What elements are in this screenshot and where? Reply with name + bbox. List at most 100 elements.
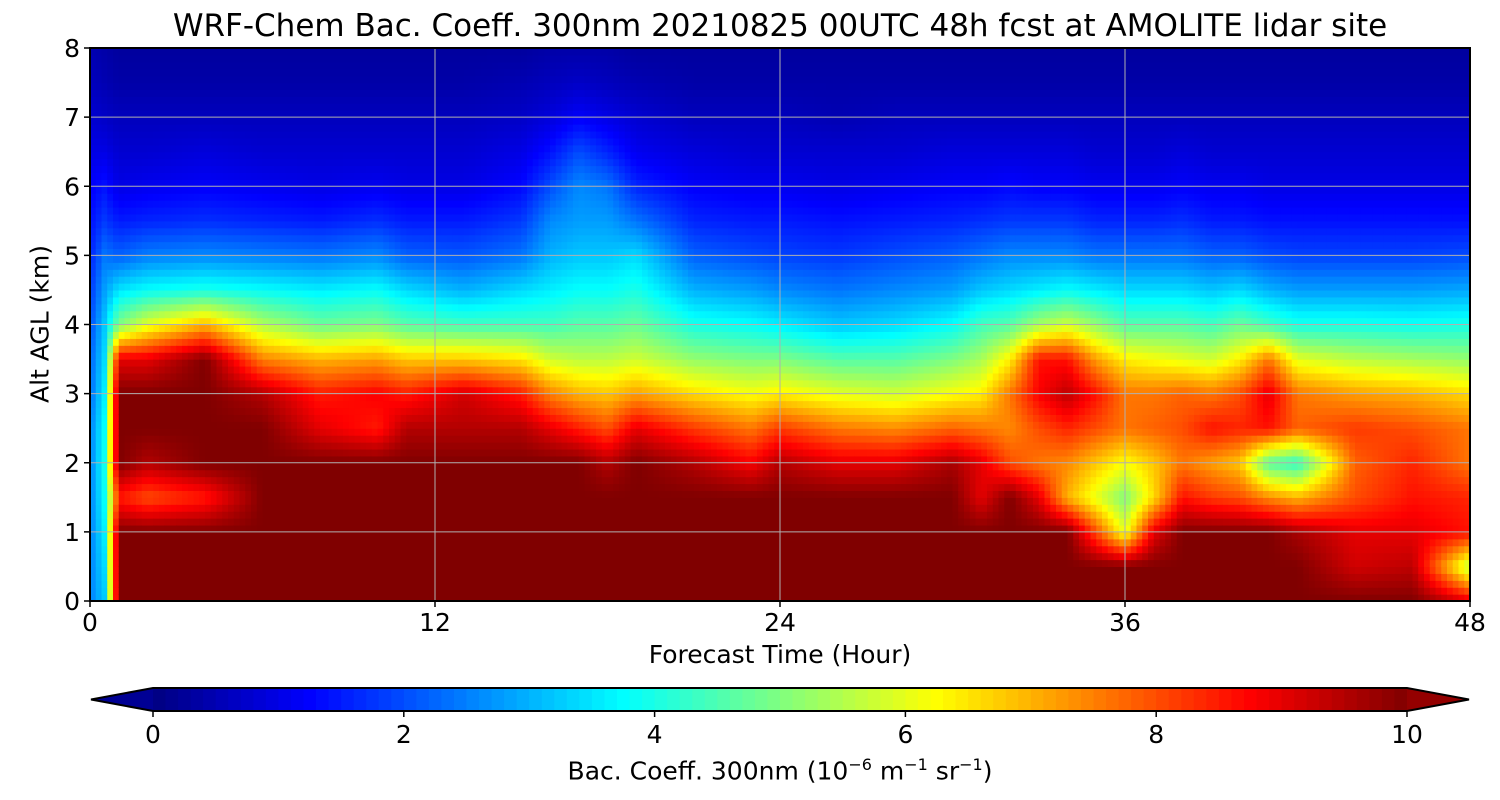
- heatmap-cell: [159, 338, 166, 346]
- heatmap-cell: [239, 103, 246, 111]
- heatmap-cell: [383, 483, 390, 491]
- heatmap-cell: [320, 103, 327, 111]
- heatmap-cell: [228, 587, 235, 595]
- heatmap-cell: [308, 158, 315, 167]
- heatmap-cell: [101, 255, 108, 263]
- heatmap-cell: [377, 580, 384, 588]
- heatmap-cell: [366, 117, 373, 125]
- heatmap-cell: [113, 61, 120, 70]
- heatmap-cell: [285, 317, 292, 326]
- heatmap-cell: [337, 75, 344, 84]
- heatmap-cell: [325, 117, 333, 125]
- heatmap-cell: [291, 435, 298, 443]
- heatmap-cell: [285, 352, 292, 360]
- heatmap-cell: [343, 75, 350, 84]
- heatmap-cell: [239, 518, 246, 526]
- heatmap-cell: [262, 442, 269, 450]
- heatmap-cell: [164, 414, 172, 422]
- heatmap-cell: [320, 414, 327, 422]
- heatmap-cell: [302, 331, 310, 339]
- heatmap-cell: [360, 359, 367, 367]
- heatmap-cell: [383, 435, 390, 443]
- heatmap-cell: [239, 414, 246, 422]
- heatmap-cell: [228, 165, 235, 174]
- heatmap-cell: [383, 448, 390, 457]
- heatmap-cell: [446, 338, 453, 346]
- heatmap-cell: [325, 573, 333, 581]
- heatmap-cell: [331, 386, 338, 395]
- heatmap-cell: [228, 289, 235, 298]
- heatmap-cell: [130, 428, 137, 436]
- heatmap-cell: [216, 580, 223, 588]
- heatmap-cell: [193, 365, 200, 374]
- heatmap-cell: [348, 476, 356, 485]
- heatmap-cell: [256, 248, 264, 256]
- heatmap-cell: [383, 428, 390, 436]
- heatmap-cell: [325, 407, 333, 415]
- heatmap-cell: [147, 393, 154, 402]
- heatmap-cell: [170, 179, 177, 187]
- heatmap-cell: [377, 89, 384, 97]
- heatmap-cell: [130, 193, 137, 201]
- heatmap-cell: [268, 276, 275, 284]
- heatmap-cell: [412, 179, 419, 187]
- heatmap-cell: [95, 566, 103, 574]
- heatmap-cell: [245, 151, 252, 160]
- heatmap-cell: [389, 241, 396, 250]
- heatmap-cell: [268, 193, 275, 201]
- heatmap-cell: [400, 151, 407, 160]
- heatmap-cell: [90, 158, 97, 167]
- heatmap-cell: [245, 476, 252, 485]
- heatmap-cell: [245, 276, 252, 284]
- heatmap-cell: [222, 317, 229, 326]
- heatmap-cell: [182, 490, 189, 498]
- heatmap-cell: [164, 393, 172, 402]
- heatmap-cell: [389, 276, 396, 284]
- heatmap-cell: [113, 82, 120, 91]
- heatmap-cell: [176, 124, 183, 132]
- heatmap-cell: [222, 352, 229, 360]
- heatmap-cell: [354, 303, 361, 312]
- heatmap-cell: [95, 407, 103, 415]
- heatmap-cell: [95, 54, 103, 63]
- heatmap-cell: [412, 61, 419, 70]
- heatmap-cell: [187, 151, 195, 160]
- heatmap-cell: [130, 573, 137, 581]
- heatmap-cell: [400, 193, 407, 201]
- heatmap-cell: [107, 289, 114, 298]
- heatmap-cell: [136, 96, 143, 104]
- heatmap-cell: [193, 407, 200, 415]
- heatmap-cell: [279, 580, 287, 588]
- heatmap-cell: [268, 559, 275, 568]
- heatmap-cell: [337, 552, 344, 561]
- heatmap-cell: [187, 186, 195, 194]
- heatmap-cell: [371, 283, 379, 291]
- heatmap-cell: [222, 130, 229, 139]
- heatmap-cell: [297, 241, 304, 250]
- heatmap-cell: [343, 552, 350, 561]
- heatmap-cell: [302, 248, 310, 256]
- heatmap-cell: [417, 193, 425, 201]
- heatmap-cell: [222, 283, 229, 291]
- heatmap-cell: [164, 511, 172, 519]
- heatmap-cell: [314, 220, 321, 229]
- heatmap-cell: [325, 476, 333, 485]
- heatmap-cell: [406, 455, 413, 464]
- heatmap-cell: [337, 559, 344, 568]
- heatmap-cell: [360, 469, 367, 478]
- heatmap-cell: [164, 179, 172, 187]
- heatmap-cell: [251, 89, 258, 97]
- heatmap-cell: [233, 524, 241, 533]
- heatmap-cell: [159, 587, 166, 595]
- heatmap-cell: [147, 483, 154, 491]
- heatmap-cell: [394, 386, 402, 395]
- heatmap-cell: [164, 428, 172, 436]
- heatmap-cell: [205, 331, 212, 339]
- heatmap-cell: [371, 538, 379, 547]
- heatmap-cell: [400, 421, 407, 429]
- heatmap-cell: [176, 393, 183, 402]
- heatmap-cell: [429, 338, 436, 346]
- heatmap-cell: [440, 442, 448, 450]
- heatmap-cell: [170, 324, 177, 333]
- heatmap-cell: [153, 137, 160, 146]
